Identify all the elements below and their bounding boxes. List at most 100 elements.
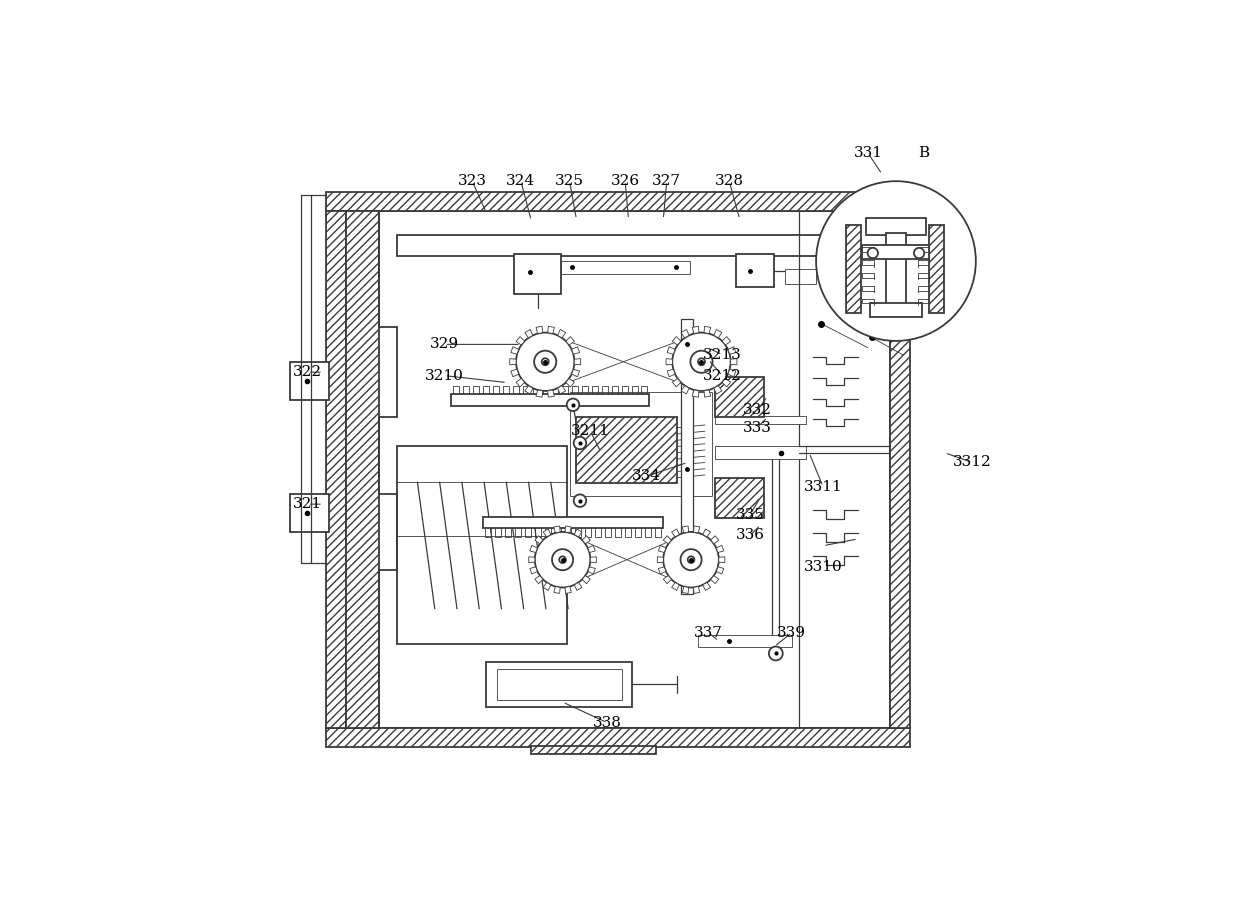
Polygon shape [451,394,650,406]
Text: 337: 337 [694,626,723,640]
Polygon shape [397,235,848,256]
Circle shape [567,399,579,411]
Polygon shape [565,526,572,533]
Polygon shape [554,586,560,594]
Polygon shape [682,586,688,594]
Text: 3213: 3213 [703,348,742,362]
Polygon shape [577,418,677,483]
Polygon shape [711,536,719,544]
Polygon shape [528,557,534,563]
Text: 321: 321 [293,497,322,511]
Polygon shape [672,379,681,387]
Text: B: B [918,146,929,161]
Polygon shape [588,546,595,553]
Polygon shape [719,557,725,563]
Text: 324: 324 [506,174,536,189]
Polygon shape [511,369,518,377]
Polygon shape [536,390,543,397]
Text: 3210: 3210 [425,369,464,382]
Circle shape [534,351,557,373]
Circle shape [552,549,573,570]
Circle shape [542,358,549,365]
Polygon shape [693,526,699,533]
Circle shape [816,181,976,341]
Circle shape [574,437,587,449]
Polygon shape [681,386,689,394]
Text: 335: 335 [735,508,765,521]
Polygon shape [717,546,724,553]
Polygon shape [704,327,711,334]
Circle shape [688,557,694,563]
Text: 336: 336 [735,529,765,542]
Polygon shape [714,386,722,394]
Polygon shape [717,566,724,574]
Text: 323: 323 [458,174,487,189]
Circle shape [663,532,719,587]
Polygon shape [866,218,926,235]
Circle shape [698,358,706,365]
Polygon shape [728,346,735,354]
Polygon shape [562,261,689,273]
Polygon shape [715,377,764,418]
Polygon shape [722,379,730,387]
Polygon shape [572,369,579,377]
Text: 3310: 3310 [804,559,842,574]
Polygon shape [672,336,681,345]
Polygon shape [583,536,590,544]
Polygon shape [666,359,672,364]
Polygon shape [714,329,722,338]
Polygon shape [516,379,525,387]
Circle shape [574,494,587,507]
Polygon shape [529,566,537,574]
Circle shape [681,549,702,570]
Polygon shape [590,557,596,563]
Polygon shape [529,546,537,553]
Polygon shape [510,359,516,364]
Polygon shape [496,668,621,700]
Polygon shape [728,369,735,377]
Polygon shape [572,346,579,354]
Polygon shape [887,233,905,313]
Text: 3211: 3211 [570,424,610,438]
Polygon shape [531,746,656,754]
Polygon shape [536,327,543,334]
Polygon shape [870,302,921,317]
Polygon shape [692,390,699,397]
Polygon shape [558,329,565,338]
Text: 339: 339 [777,626,806,640]
Polygon shape [715,478,764,518]
Polygon shape [534,575,543,584]
Polygon shape [711,575,719,584]
Polygon shape [703,529,711,537]
Polygon shape [290,362,329,400]
Text: 338: 338 [593,716,622,730]
Text: 3312: 3312 [954,456,992,469]
Polygon shape [326,191,910,211]
Text: 322: 322 [293,365,322,379]
Polygon shape [588,566,595,574]
Polygon shape [663,536,671,544]
Circle shape [559,557,565,563]
Polygon shape [548,327,554,334]
Polygon shape [692,327,699,334]
Text: 3311: 3311 [804,480,842,493]
Polygon shape [658,566,666,574]
Polygon shape [681,318,693,594]
Polygon shape [704,390,711,397]
Polygon shape [737,254,775,288]
Polygon shape [583,575,590,584]
Polygon shape [681,329,689,338]
Polygon shape [722,336,730,345]
Polygon shape [346,211,890,728]
Polygon shape [667,369,675,377]
Polygon shape [847,226,861,313]
Polygon shape [511,346,518,354]
Polygon shape [693,586,699,594]
Text: 334: 334 [631,469,661,483]
Polygon shape [525,386,533,394]
Polygon shape [525,329,533,338]
Polygon shape [516,336,525,345]
Circle shape [516,333,574,391]
Polygon shape [862,245,930,260]
Polygon shape [715,446,806,459]
